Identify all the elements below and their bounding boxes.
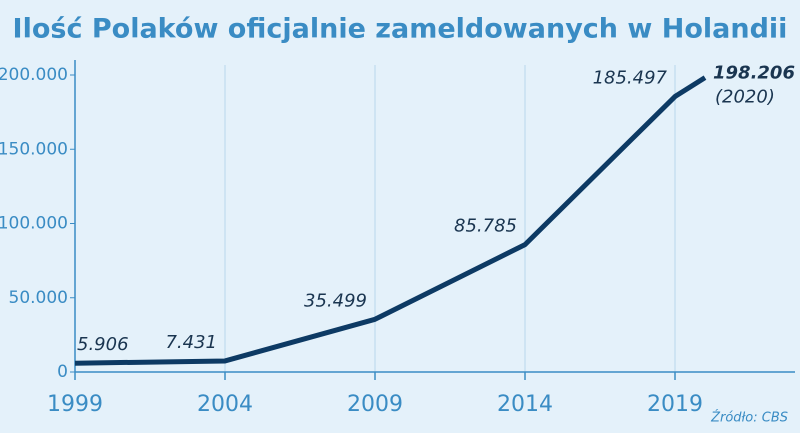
y-tick-label: 150.000 xyxy=(0,139,68,159)
y-tick-label: 200.000 xyxy=(0,65,68,85)
y-tick-label: 50.000 xyxy=(9,288,68,308)
chart-title: Ilość Polaków oficjalnie zameldowanych w… xyxy=(13,14,788,45)
source: Źródło: CBS xyxy=(710,410,788,426)
x-tick-label: 2004 xyxy=(197,392,253,417)
value-label: 7.431 xyxy=(165,332,217,353)
y-tick-label: 0 xyxy=(57,362,68,382)
value-label: 85.785 xyxy=(454,216,517,237)
x-tick-label: 2009 xyxy=(347,392,403,417)
value-label: 185.497 xyxy=(593,68,668,89)
x-tick-label: 2019 xyxy=(647,392,703,417)
line xyxy=(74,75,707,366)
value-label: 198.206 xyxy=(713,63,795,84)
value-label: 5.906 xyxy=(77,334,129,355)
y-tick-label: 100.000 xyxy=(0,214,68,234)
annotation: (2020) xyxy=(715,87,775,108)
x-tick-label: 1999 xyxy=(47,392,103,417)
value-label: 35.499 xyxy=(304,290,367,311)
x-tick-label: 2014 xyxy=(497,392,553,417)
